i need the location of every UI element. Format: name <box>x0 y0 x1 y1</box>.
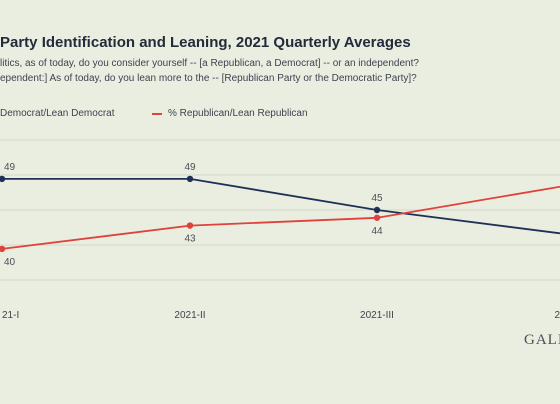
series-line-1 <box>1 185 560 250</box>
chart-subtitle-line-2: ependent:] As of today, do you lean more… <box>0 73 417 84</box>
legend-label-democrat: Democrat/Lean Democrat <box>0 108 115 119</box>
series-line-0 <box>2 178 560 235</box>
series-1-point-2 <box>373 214 381 221</box>
series-0-point-1 <box>186 175 194 183</box>
x-tick-label-1: 2021-II <box>174 310 205 321</box>
x-tick-label-0: 21-I <box>2 310 19 321</box>
brand-logo: GALI <box>524 332 560 348</box>
series-0-data-label-0: 49 <box>4 162 16 173</box>
series-1-point-1 <box>186 222 194 229</box>
series-1-data-label-0: 40 <box>4 257 16 268</box>
series-1-data-label-1: 43 <box>184 234 196 245</box>
legend-swatch-republican <box>152 112 162 115</box>
x-tick-label-2: 2021-III <box>360 310 394 321</box>
series-0-point-0 <box>0 175 6 183</box>
series-0-point-2 <box>373 206 381 214</box>
series-1-data-label-2: 44 <box>371 226 383 237</box>
series-0-data-label-2: 45 <box>371 193 383 204</box>
series-1-point-0 <box>0 245 6 253</box>
chart-title: Party Identification and Leaning, 2021 Q… <box>0 34 411 51</box>
legend-item-republican: % Republican/Lean Republican <box>152 108 308 119</box>
series-0-data-label-1: 49 <box>184 162 196 173</box>
legend-item-democrat: Democrat/Lean Democrat <box>0 108 115 119</box>
chart-subtitle-line-1: litics, as of today, do you consider you… <box>0 58 419 69</box>
legend-label-republican: % Republican/Lean Republican <box>168 108 308 119</box>
x-tick-label-3: 20 <box>554 310 560 321</box>
